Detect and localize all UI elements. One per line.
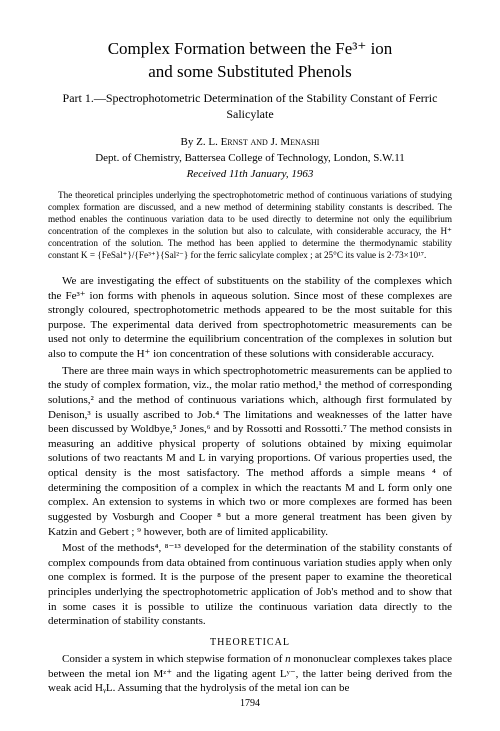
body-paragraph-1: We are investigating the effect of subst…: [48, 274, 452, 362]
title-line-2: and some Substituted Phenols: [148, 62, 352, 81]
received-date: Received 11th January, 1963: [48, 168, 452, 180]
theoretical-p1-part1: Consider a system in which stepwise form…: [62, 653, 285, 665]
authors-names: Z. L. Ernst and J. Menashi: [196, 136, 319, 148]
theoretical-paragraph-1: Consider a system in which stepwise form…: [48, 652, 452, 696]
abstract: The theoretical principles underlying th…: [48, 190, 452, 262]
page-number: 1794: [48, 698, 452, 709]
subtitle-line-2: Salicylate: [226, 107, 273, 121]
title-line-1: Complex Formation between the Fe³⁺ ion: [108, 39, 393, 58]
authors-prefix: By: [181, 136, 197, 148]
affiliation: Dept. of Chemistry, Battersea College of…: [48, 152, 452, 164]
body-paragraph-2: There are three main ways in which spect…: [48, 364, 452, 540]
authors-line: By Z. L. Ernst and J. Menashi: [48, 136, 452, 148]
subtitle-line-1: Part 1.—Spectrophotometric Determination…: [63, 91, 438, 105]
page: Complex Formation between the Fe³⁺ ion a…: [0, 0, 500, 729]
article-title: Complex Formation between the Fe³⁺ ion a…: [48, 38, 452, 84]
body-paragraph-3: Most of the methods⁴, ⁸⁻¹³ developed for…: [48, 541, 452, 629]
section-heading-theoretical: THEORETICAL: [48, 637, 452, 648]
article-subtitle: Part 1.—Spectrophotometric Determination…: [48, 90, 452, 122]
